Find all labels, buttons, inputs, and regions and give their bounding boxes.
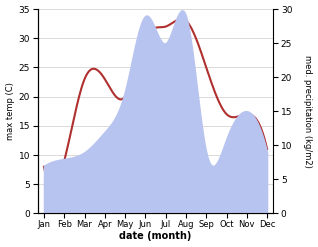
Y-axis label: med. precipitation (kg/m2): med. precipitation (kg/m2) (303, 55, 313, 168)
X-axis label: date (month): date (month) (119, 231, 192, 242)
Y-axis label: max temp (C): max temp (C) (5, 82, 15, 140)
